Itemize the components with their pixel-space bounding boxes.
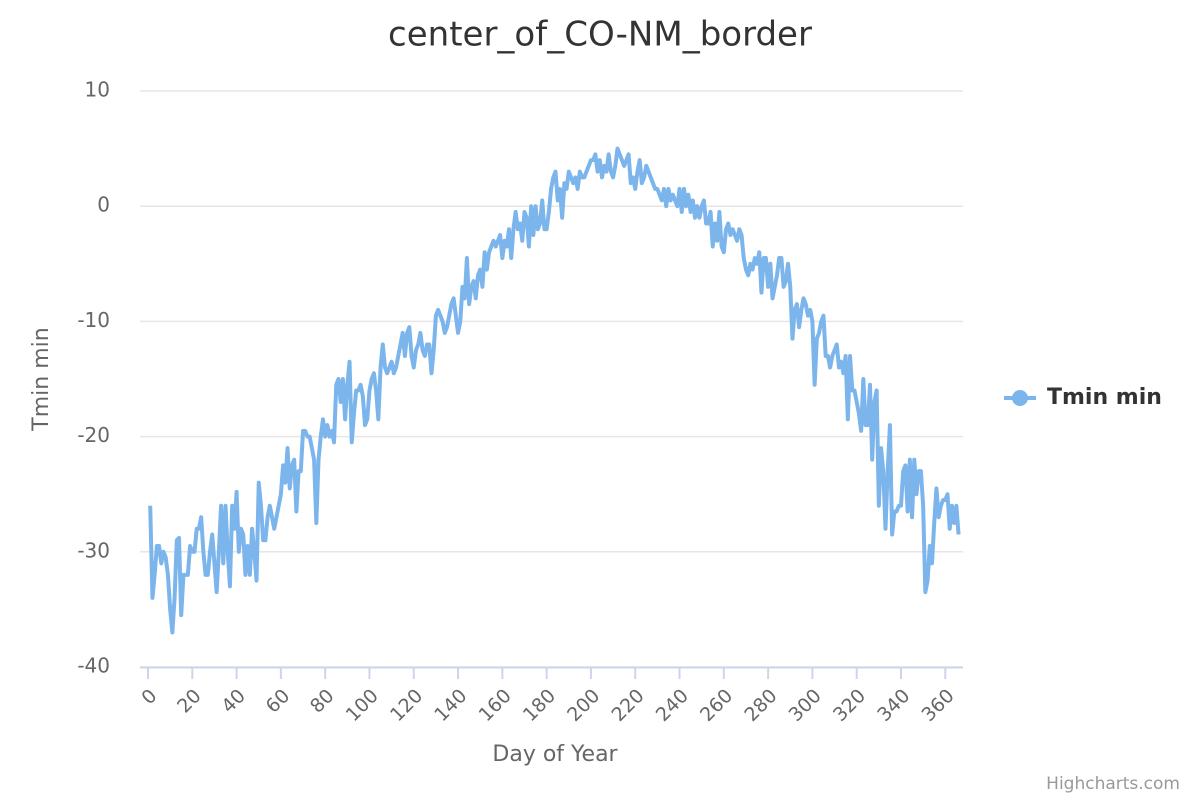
- x-tick-label: 120: [386, 685, 427, 726]
- x-axis-title: Day of Year: [492, 742, 618, 767]
- x-tick-label: 340: [873, 685, 914, 726]
- legend-symbol: [1012, 390, 1028, 406]
- y-tick-label: -10: [77, 308, 110, 332]
- x-tick-label: 100: [342, 685, 383, 726]
- x-tick-label: 280: [740, 685, 781, 726]
- x-tick-label: 300: [785, 685, 826, 726]
- chart-title: center_of_CO-NM_border: [388, 15, 812, 55]
- y-axis-title: Tmin min: [29, 327, 54, 431]
- y-tick-label: -30: [77, 538, 110, 562]
- credits: Highcharts.com: [1046, 774, 1180, 794]
- x-tick-label: 260: [696, 685, 737, 726]
- x-tick-label: 0: [137, 685, 161, 709]
- x-tick-label: 140: [430, 685, 471, 726]
- x-tick-label: 200: [563, 685, 604, 726]
- x-tick-label: 240: [652, 685, 693, 726]
- x-tick-label: 360: [918, 685, 959, 726]
- x-tick-label: 160: [475, 685, 516, 726]
- x-tick-label: 20: [173, 685, 206, 718]
- y-tick-label: -40: [77, 654, 110, 678]
- legend-label[interactable]: Tmin min: [1047, 385, 1162, 410]
- x-tick-label: 180: [519, 685, 560, 726]
- x-tick-label: 60: [262, 685, 295, 718]
- x-tick-label: 220: [607, 685, 648, 726]
- y-tick-label: -20: [77, 423, 110, 447]
- x-tick-label: 80: [306, 685, 339, 718]
- x-tick-label: 40: [217, 685, 250, 718]
- y-tick-label: 0: [97, 193, 110, 217]
- data-line: [148, 146, 961, 635]
- y-tick-label: 10: [85, 78, 110, 102]
- x-tick-label: 320: [829, 685, 870, 726]
